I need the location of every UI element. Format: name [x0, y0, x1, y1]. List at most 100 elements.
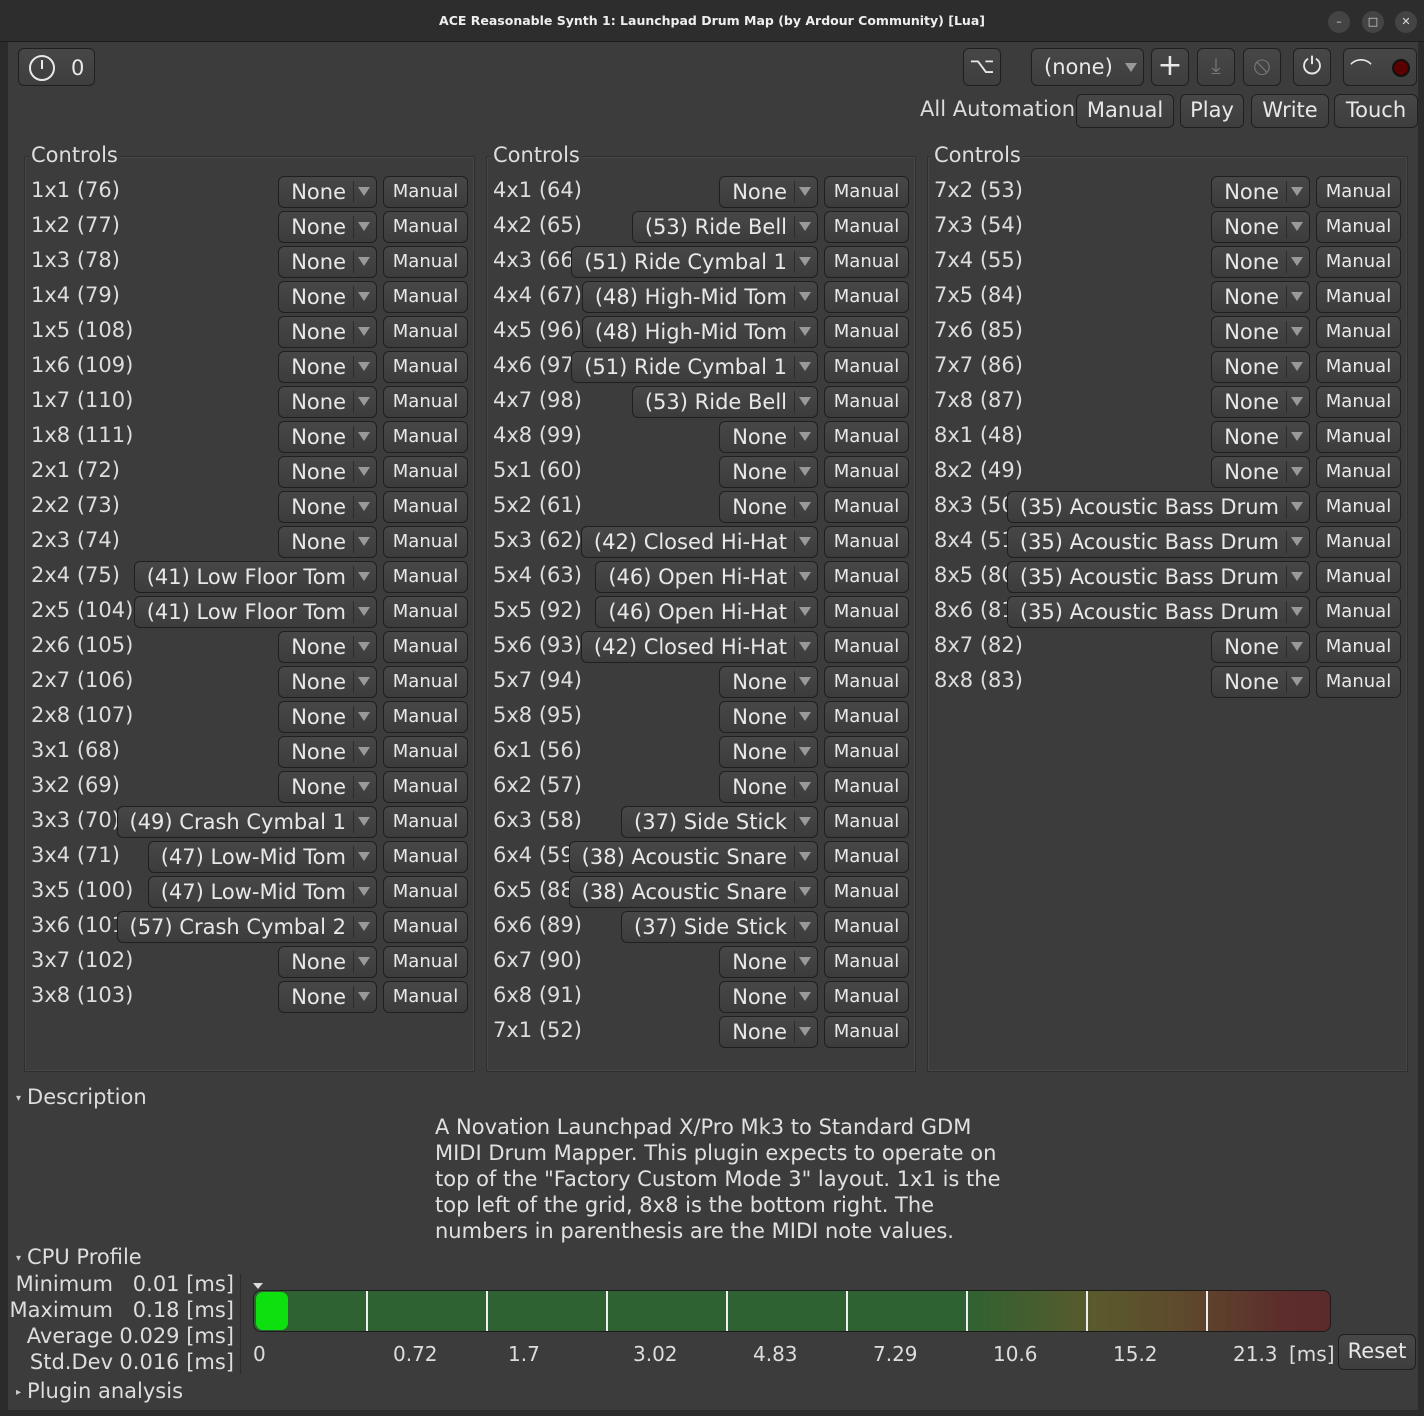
automation-mode-button[interactable]: Manual [383, 946, 468, 978]
automation-mode-button[interactable]: Manual [383, 421, 468, 453]
automation-mode-button[interactable]: Manual [383, 771, 468, 803]
drum-note-dropdown[interactable]: (51) Ride Cymbal 1 [571, 351, 818, 383]
drum-note-dropdown[interactable]: None [719, 456, 818, 488]
automation-mode-button[interactable]: Manual [383, 806, 468, 838]
bypass-button[interactable]: ⌒ [1343, 48, 1417, 86]
drum-note-dropdown[interactable]: None [1211, 281, 1310, 313]
automation-mode-button[interactable]: Manual [383, 351, 468, 383]
drum-note-dropdown[interactable]: None [1211, 211, 1310, 243]
drum-note-dropdown[interactable]: None [278, 281, 377, 313]
drum-note-dropdown[interactable]: (42) Closed Hi-Hat [580, 526, 818, 558]
automation-mode-button[interactable]: Manual [1316, 351, 1401, 383]
automation-mode-button[interactable]: Manual [1316, 631, 1401, 663]
automation-mode-button[interactable]: Manual [1316, 491, 1401, 523]
drum-note-dropdown[interactable]: (57) Crash Cymbal 2 [116, 911, 377, 943]
drum-note-dropdown[interactable]: None [278, 666, 377, 698]
automation-mode-button[interactable]: Manual [824, 456, 909, 488]
drum-note-dropdown[interactable]: None [278, 526, 377, 558]
drum-note-dropdown[interactable]: None [719, 946, 818, 978]
automation-mode-button[interactable]: Manual [1316, 421, 1401, 453]
automation-mode-button[interactable]: Manual [824, 281, 909, 313]
drum-note-dropdown[interactable]: None [278, 981, 377, 1013]
drum-note-dropdown[interactable]: (37) Side Stick [621, 806, 818, 838]
automation-mode-button[interactable]: Manual [383, 981, 468, 1013]
drum-note-dropdown[interactable]: None [1211, 666, 1310, 698]
automation-mode-button[interactable]: Manual [1316, 526, 1401, 558]
automation-mode-button[interactable]: Manual [824, 421, 909, 453]
drum-note-dropdown[interactable]: (49) Crash Cymbal 1 [116, 806, 377, 838]
pin-routing-button[interactable]: ⌥ [963, 48, 1001, 86]
automation-mode-button[interactable]: Manual [383, 491, 468, 523]
drum-note-dropdown[interactable]: (37) Side Stick [621, 911, 818, 943]
automation-mode-button[interactable]: Manual [824, 176, 909, 208]
automation-mode-button[interactable]: Manual [1316, 211, 1401, 243]
automation-mode-button[interactable]: Manual [383, 211, 468, 243]
drum-note-dropdown[interactable]: None [1211, 246, 1310, 278]
drum-note-dropdown[interactable]: None [278, 176, 377, 208]
drum-note-dropdown[interactable]: None [278, 771, 377, 803]
automation-mode-button[interactable]: Manual [824, 736, 909, 768]
drum-note-dropdown[interactable]: None [1211, 316, 1310, 348]
automation-play-button[interactable]: Play [1180, 94, 1244, 128]
drum-note-dropdown[interactable]: (41) Low Floor Tom [133, 561, 377, 593]
drum-note-dropdown[interactable]: None [278, 456, 377, 488]
automation-mode-button[interactable]: Manual [383, 876, 468, 908]
drum-note-dropdown[interactable]: (47) Low-Mid Tom [147, 841, 377, 873]
drum-note-dropdown[interactable]: None [278, 491, 377, 523]
automation-mode-button[interactable]: Manual [824, 946, 909, 978]
automation-mode-button[interactable]: Manual [383, 526, 468, 558]
drum-note-dropdown[interactable]: (51) Ride Cymbal 1 [571, 246, 818, 278]
drum-note-dropdown[interactable]: None [278, 631, 377, 663]
automation-mode-button[interactable]: Manual [383, 736, 468, 768]
automation-write-button[interactable]: Write [1251, 94, 1329, 128]
latency-button[interactable]: 0 [18, 48, 95, 86]
automation-mode-button[interactable]: Manual [383, 316, 468, 348]
drum-note-dropdown[interactable]: (38) Acoustic Snare [568, 876, 818, 908]
drum-note-dropdown[interactable]: None [719, 666, 818, 698]
automation-mode-button[interactable]: Manual [1316, 176, 1401, 208]
drum-note-dropdown[interactable]: None [1211, 176, 1310, 208]
drum-note-dropdown[interactable]: None [1211, 351, 1310, 383]
automation-mode-button[interactable]: Manual [1316, 386, 1401, 418]
automation-mode-button[interactable]: Manual [824, 1016, 909, 1048]
save-preset-button[interactable]: ⤓ [1197, 48, 1235, 86]
automation-mode-button[interactable]: Manual [1316, 561, 1401, 593]
drum-note-dropdown[interactable]: None [278, 421, 377, 453]
automation-mode-button[interactable]: Manual [824, 806, 909, 838]
automation-mode-button[interactable]: Manual [383, 561, 468, 593]
automation-touch-button[interactable]: Touch [1334, 94, 1418, 128]
description-expander[interactable]: ▾ Description [16, 1085, 147, 1109]
automation-mode-button[interactable]: Manual [824, 631, 909, 663]
drum-note-dropdown[interactable]: None [1211, 386, 1310, 418]
drum-note-dropdown[interactable]: (42) Closed Hi-Hat [580, 631, 818, 663]
automation-mode-button[interactable]: Manual [824, 876, 909, 908]
drum-note-dropdown[interactable]: (53) Ride Bell [631, 386, 818, 418]
drum-note-dropdown[interactable]: None [278, 246, 377, 278]
drum-note-dropdown[interactable]: None [278, 351, 377, 383]
drum-note-dropdown[interactable]: None [278, 316, 377, 348]
automation-mode-button[interactable]: Manual [824, 841, 909, 873]
drum-note-dropdown[interactable]: (35) Acoustic Bass Drum [1006, 526, 1310, 558]
drum-note-dropdown[interactable]: (35) Acoustic Bass Drum [1006, 491, 1310, 523]
automation-mode-button[interactable]: Manual [383, 386, 468, 418]
automation-mode-button[interactable]: Manual [824, 666, 909, 698]
drum-note-dropdown[interactable]: None [719, 421, 818, 453]
automation-manual-button[interactable]: Manual [1076, 94, 1174, 128]
automation-mode-button[interactable]: Manual [824, 386, 909, 418]
drum-note-dropdown[interactable]: (35) Acoustic Bass Drum [1006, 561, 1310, 593]
automation-mode-button[interactable]: Manual [824, 246, 909, 278]
automation-mode-button[interactable]: Manual [1316, 246, 1401, 278]
drum-note-dropdown[interactable]: None [278, 946, 377, 978]
delete-preset-button[interactable]: ⦸ [1243, 48, 1281, 86]
automation-mode-button[interactable]: Manual [1316, 281, 1401, 313]
drum-note-dropdown[interactable]: None [719, 491, 818, 523]
automation-mode-button[interactable]: Manual [824, 911, 909, 943]
drum-note-dropdown[interactable]: None [278, 211, 377, 243]
automation-mode-button[interactable]: Manual [383, 666, 468, 698]
drum-note-dropdown[interactable]: (48) High-Mid Tom [581, 316, 818, 348]
automation-mode-button[interactable]: Manual [383, 176, 468, 208]
automation-mode-button[interactable]: Manual [824, 316, 909, 348]
automation-mode-button[interactable]: Manual [824, 351, 909, 383]
drum-note-dropdown[interactable]: None [1211, 421, 1310, 453]
automation-mode-button[interactable]: Manual [824, 701, 909, 733]
